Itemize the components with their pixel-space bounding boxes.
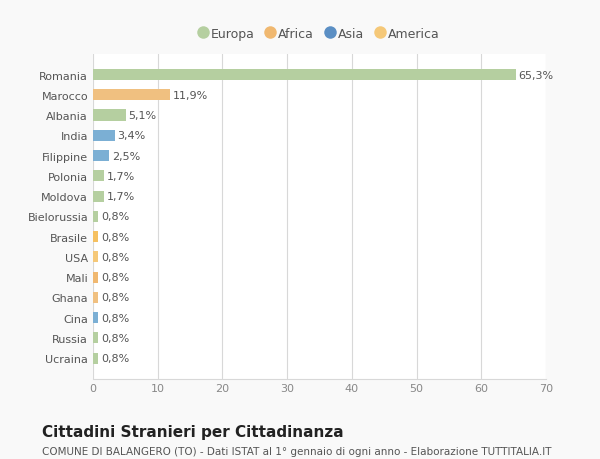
Bar <box>93 70 515 81</box>
Bar <box>93 313 98 324</box>
Bar <box>93 151 109 162</box>
Text: 3,4%: 3,4% <box>118 131 146 141</box>
Bar <box>93 110 126 121</box>
Bar <box>93 353 98 364</box>
Text: COMUNE DI BALANGERO (TO) - Dati ISTAT al 1° gennaio di ogni anno - Elaborazione : COMUNE DI BALANGERO (TO) - Dati ISTAT al… <box>42 446 551 456</box>
Text: 5,1%: 5,1% <box>128 111 157 121</box>
Text: 0,8%: 0,8% <box>101 333 129 343</box>
Bar <box>93 211 98 223</box>
Text: 0,8%: 0,8% <box>101 232 129 242</box>
Text: 0,8%: 0,8% <box>101 293 129 303</box>
Text: 0,8%: 0,8% <box>101 313 129 323</box>
Text: 65,3%: 65,3% <box>518 70 553 80</box>
Legend: Europa, Africa, Asia, America: Europa, Africa, Asia, America <box>194 22 445 45</box>
Text: Cittadini Stranieri per Cittadinanza: Cittadini Stranieri per Cittadinanza <box>42 425 344 440</box>
Bar <box>93 90 170 101</box>
Text: 11,9%: 11,9% <box>173 90 208 101</box>
Text: 0,8%: 0,8% <box>101 353 129 364</box>
Bar <box>93 333 98 344</box>
Bar <box>93 130 115 141</box>
Text: 1,7%: 1,7% <box>107 192 135 202</box>
Text: 2,5%: 2,5% <box>112 151 140 161</box>
Bar <box>93 292 98 303</box>
Text: 0,8%: 0,8% <box>101 212 129 222</box>
Text: 1,7%: 1,7% <box>107 172 135 181</box>
Text: 0,8%: 0,8% <box>101 273 129 283</box>
Bar <box>93 252 98 263</box>
Bar <box>93 171 104 182</box>
Bar <box>93 191 104 202</box>
Text: 0,8%: 0,8% <box>101 252 129 262</box>
Bar <box>93 231 98 243</box>
Bar <box>93 272 98 283</box>
